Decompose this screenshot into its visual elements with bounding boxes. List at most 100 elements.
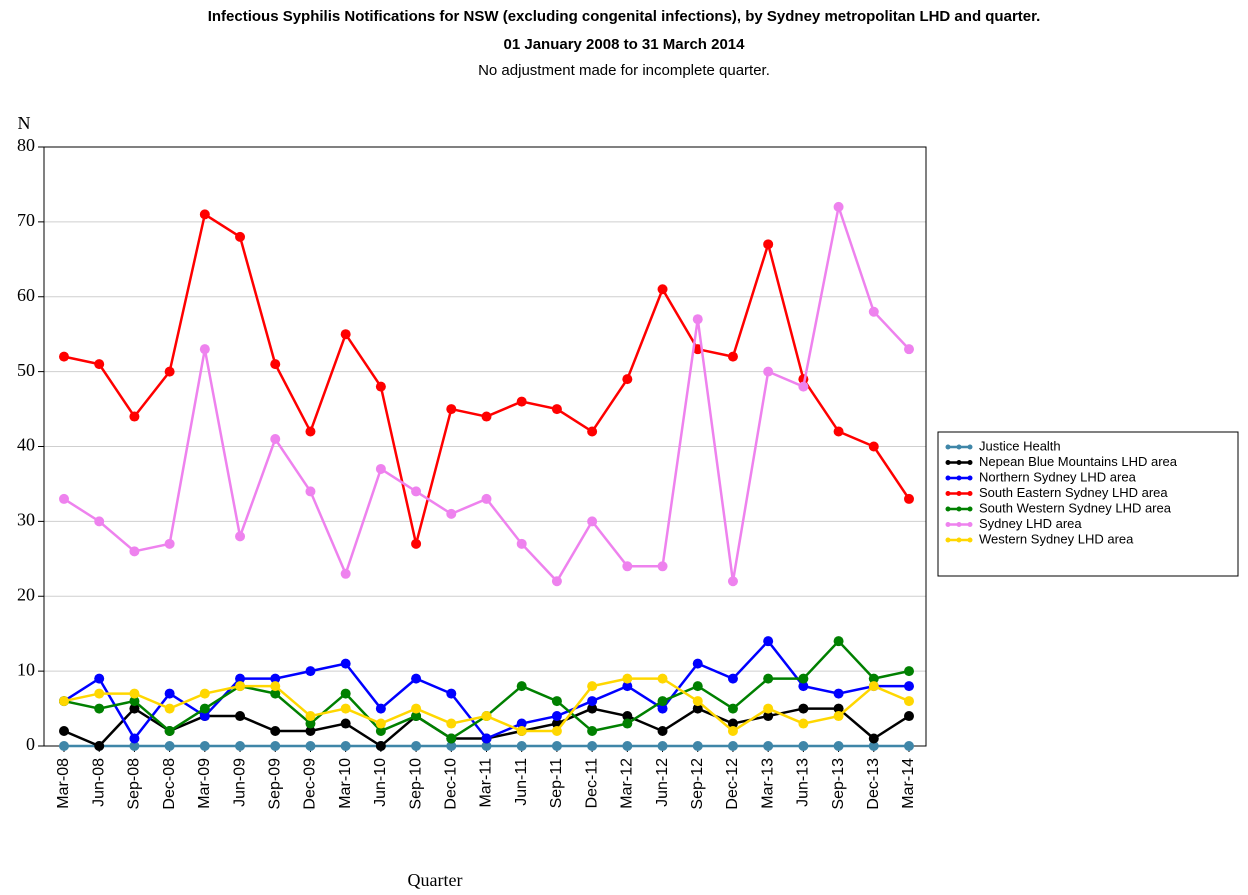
data-point	[340, 568, 351, 579]
y-tick-label: 70	[17, 210, 35, 230]
data-point	[516, 726, 527, 737]
data-point	[622, 681, 633, 692]
x-tick-label: Dec-11	[583, 758, 600, 808]
data-point	[481, 411, 492, 422]
data-point	[270, 673, 281, 684]
data-point	[164, 726, 175, 737]
data-point	[199, 688, 210, 699]
data-point	[798, 381, 809, 392]
data-point	[305, 711, 316, 722]
data-point	[305, 426, 316, 437]
legend-swatch-dot	[945, 491, 951, 496]
data-point	[551, 404, 562, 415]
data-point	[164, 366, 175, 377]
x-tick-label: Mar-12	[619, 758, 636, 809]
legend-label: Northern Sydney LHD area	[979, 469, 1137, 484]
data-point	[763, 366, 774, 377]
legend-swatch-dot	[945, 506, 951, 512]
data-point	[657, 673, 668, 684]
data-point	[129, 688, 140, 699]
data-point	[622, 374, 633, 385]
data-point	[340, 741, 351, 751]
data-point	[904, 711, 914, 722]
data-point	[270, 359, 281, 370]
data-point	[833, 741, 844, 751]
data-point	[833, 426, 844, 437]
y-tick-label: 80	[17, 135, 35, 155]
data-point	[411, 703, 422, 714]
data-point	[516, 538, 527, 549]
legend-label: South Western Sydney LHD area	[979, 500, 1172, 515]
legend-label: Justice Health	[979, 438, 1061, 453]
data-point	[446, 741, 457, 751]
data-point	[375, 381, 386, 392]
legend-swatch-dot	[945, 460, 951, 465]
data-point	[904, 681, 914, 692]
data-point	[727, 673, 738, 684]
x-tick-label: Jun-10	[372, 758, 389, 807]
data-point	[622, 741, 633, 751]
legend-swatch-dot	[945, 537, 951, 543]
y-axis-label: N	[18, 113, 31, 133]
data-point	[692, 741, 703, 751]
legend-swatch-dot	[956, 522, 962, 527]
data-point	[235, 531, 246, 542]
data-point	[798, 703, 809, 714]
data-point	[833, 636, 844, 647]
data-point	[798, 681, 809, 692]
data-point	[622, 673, 633, 684]
x-tick-label: Sep-10	[407, 758, 424, 810]
data-point	[340, 329, 351, 340]
data-point	[481, 493, 492, 504]
legend-label: Nepean Blue Mountains LHD area	[979, 454, 1178, 469]
data-point	[164, 741, 175, 751]
x-tick-label: Mar-08	[55, 758, 72, 809]
data-point	[129, 411, 140, 422]
legend-swatch-dot	[956, 491, 962, 496]
data-point	[94, 703, 105, 714]
data-point	[446, 718, 457, 729]
data-point	[622, 561, 633, 572]
data-point	[305, 486, 316, 497]
data-point	[446, 688, 457, 699]
data-point	[375, 718, 386, 729]
data-point	[763, 673, 774, 684]
data-point	[375, 741, 386, 751]
data-point	[727, 576, 738, 587]
data-point	[446, 404, 457, 415]
x-tick-label: Sep-13	[830, 758, 847, 810]
x-axis-label: Quarter	[408, 870, 463, 890]
x-tick-label: Sep-11	[548, 758, 565, 809]
legend-swatch-dot	[956, 460, 962, 465]
chart-title: Infectious Syphilis Notifications for NS…	[208, 8, 1041, 25]
data-point	[199, 711, 210, 722]
legend-swatch-dot	[967, 506, 973, 512]
data-point	[868, 733, 879, 744]
data-point	[868, 673, 879, 684]
x-tick-label: Dec-13	[865, 758, 882, 810]
data-point	[904, 696, 914, 707]
data-point	[727, 726, 738, 737]
data-point	[164, 688, 175, 699]
data-point	[692, 696, 703, 707]
data-point	[587, 726, 598, 737]
data-point	[516, 681, 527, 692]
legend-swatch-dot	[945, 444, 951, 450]
data-point	[692, 703, 703, 714]
data-point	[727, 351, 738, 362]
data-point	[763, 711, 774, 722]
x-tick-label: Mar-13	[759, 758, 776, 809]
data-point	[727, 718, 738, 729]
data-point	[657, 284, 668, 295]
data-point	[868, 741, 879, 751]
data-point	[129, 733, 140, 744]
data-point	[446, 733, 457, 744]
data-point	[129, 741, 140, 751]
data-point	[551, 576, 562, 587]
data-point	[727, 741, 738, 751]
data-point	[270, 688, 281, 699]
legend-label: South Eastern Sydney LHD area	[979, 485, 1168, 500]
data-point	[516, 741, 527, 751]
data-point	[411, 538, 422, 549]
x-tick-label: Mar-11	[478, 758, 495, 808]
